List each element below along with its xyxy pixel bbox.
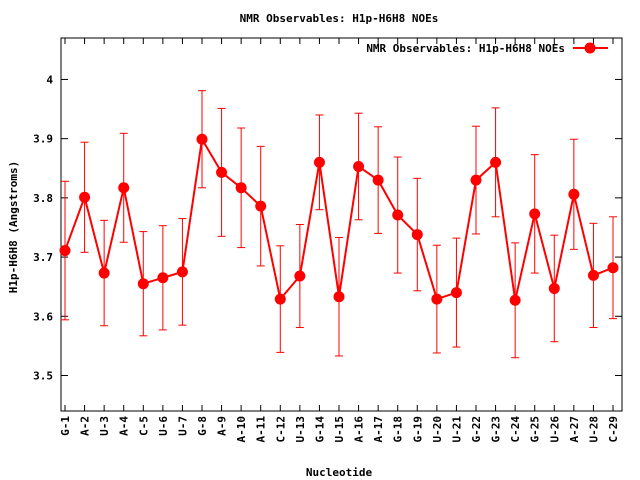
x-tick-label: U-15 — [333, 416, 346, 443]
data-point — [59, 245, 71, 257]
x-tick-label: G-1 — [59, 416, 72, 436]
x-tick-label: U-26 — [548, 416, 561, 443]
data-point — [157, 272, 169, 284]
x-tick-label: G-19 — [411, 416, 424, 443]
x-tick-label: A-9 — [216, 416, 229, 436]
x-tick-label: G-18 — [392, 416, 405, 443]
x-tick-label: A-4 — [118, 416, 131, 436]
x-tick-label: U-3 — [98, 416, 111, 436]
y-tick-label: 3.5 — [33, 369, 53, 382]
x-tick-label: C-29 — [607, 416, 620, 443]
data-point — [372, 174, 384, 186]
x-tick-label: U-28 — [587, 416, 600, 443]
data-point — [216, 166, 228, 178]
x-tick-label: C-5 — [137, 416, 150, 436]
data-series — [59, 90, 619, 359]
data-point — [235, 182, 247, 194]
x-tick-label: A-16 — [353, 416, 366, 443]
data-point — [470, 174, 482, 186]
data-point — [353, 160, 365, 172]
legend: NMR Observables: H1p-H6H8 NOEs — [366, 42, 608, 55]
y-tick-label: 3.8 — [33, 192, 53, 205]
y-tick-label: 3.6 — [33, 310, 53, 323]
data-point — [568, 188, 580, 200]
x-tick-label: G-8 — [196, 416, 209, 436]
x-tick-label: A-17 — [372, 416, 385, 443]
x-tick-label: G-14 — [313, 416, 326, 443]
x-tick-label: U-7 — [176, 416, 189, 436]
x-tick-label: U-21 — [450, 416, 463, 443]
x-tick-label: G-23 — [490, 416, 503, 443]
data-point — [509, 294, 521, 306]
data-point — [255, 200, 267, 212]
data-point — [176, 266, 188, 278]
data-point — [548, 282, 560, 294]
x-tick-label: A-11 — [255, 416, 268, 443]
data-point — [607, 262, 619, 274]
x-axis-label: Nucleotide — [306, 466, 373, 479]
plot-border — [60, 37, 623, 412]
data-point — [450, 287, 462, 299]
data-point — [411, 229, 423, 241]
data-point — [333, 291, 345, 303]
data-point — [529, 208, 541, 220]
data-point — [274, 293, 286, 305]
y-tick-label: 3.9 — [33, 133, 53, 146]
data-point — [196, 133, 208, 145]
y-tick-label: 4 — [46, 73, 53, 86]
legend-label: NMR Observables: H1p-H6H8 NOEs — [366, 42, 565, 55]
y-tick-label: 3.7 — [33, 251, 53, 264]
data-point — [392, 209, 404, 221]
data-point — [313, 156, 325, 168]
chart-title: NMR Observables: H1p-H6H8 NOEs — [240, 12, 439, 25]
data-point — [137, 278, 149, 290]
data-point — [79, 191, 91, 203]
y-axis-label: H1p-H6H8 (Angstroms) — [7, 161, 20, 293]
x-tick-label: G-25 — [529, 416, 542, 443]
x-tick-label: U-6 — [157, 416, 170, 436]
x-tick-label: A-2 — [79, 416, 92, 436]
x-tick-label: G-22 — [470, 416, 483, 443]
data-point — [587, 269, 599, 281]
x-tick-label: C-12 — [274, 416, 287, 443]
x-tick-label: A-27 — [568, 416, 581, 443]
x-tick-label: U-13 — [294, 416, 307, 443]
plot-area — [60, 37, 623, 412]
data-point — [490, 156, 502, 168]
data-point — [294, 270, 306, 282]
x-tick-label: A-10 — [235, 416, 248, 443]
data-point — [118, 182, 130, 194]
legend-swatch-marker — [584, 42, 596, 54]
data-point — [98, 267, 110, 279]
axis-ticks: 3.5 3.6 3.7 3.8 3.9 4 G-1 A-2 U-3 A-4 C-5 U-6 U-7 G-8… — [33, 38, 622, 443]
x-tick-label: C-24 — [509, 416, 522, 443]
x-tick-label: U-20 — [431, 416, 444, 443]
data-point — [431, 293, 443, 305]
